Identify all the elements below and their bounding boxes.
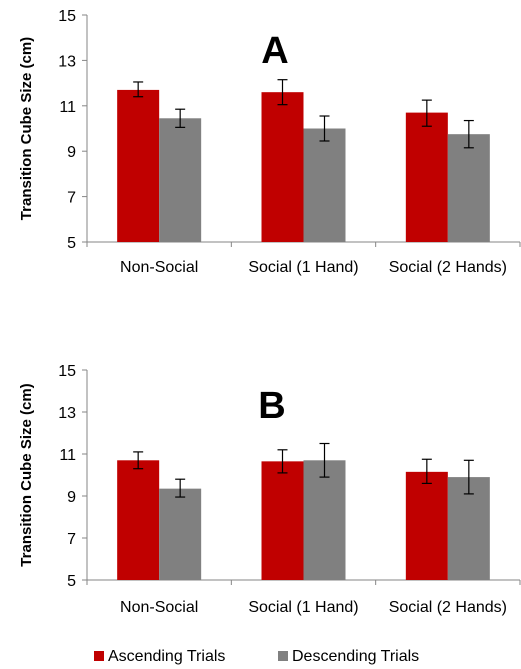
y-tick-label: 13 bbox=[58, 405, 76, 422]
legend: Ascending Trials Descending Trials bbox=[94, 648, 419, 665]
x-tick-label: Non-Social bbox=[120, 599, 198, 616]
bar bbox=[261, 461, 304, 580]
y-tick-label: 13 bbox=[58, 53, 76, 70]
legend-swatch-ascending bbox=[94, 651, 104, 661]
panel-b: 5 7 9 11 13 15 Non-Social Social (1 Hand) Social… bbox=[18, 363, 521, 616]
y-tick-label: 5 bbox=[67, 235, 76, 252]
y-tick-label: 9 bbox=[67, 144, 76, 161]
x-tick-label: Non-Social bbox=[120, 259, 198, 276]
bar bbox=[159, 488, 202, 580]
bar bbox=[303, 128, 346, 242]
bar bbox=[303, 460, 346, 580]
y-tick-label: 9 bbox=[67, 489, 76, 506]
x-tick-label: Social (2 Hands) bbox=[389, 259, 507, 276]
y-tick-label: 11 bbox=[59, 447, 76, 464]
bar bbox=[405, 112, 448, 242]
legend-swatch-descending bbox=[278, 651, 288, 661]
legend-label-ascending: Ascending Trials bbox=[108, 648, 225, 665]
panel-label: B bbox=[258, 385, 285, 427]
y-tick-label: 11 bbox=[59, 99, 76, 116]
legend-label-descending: Descending Trials bbox=[292, 648, 419, 665]
bar bbox=[117, 460, 160, 580]
panel-label: A bbox=[261, 30, 288, 72]
x-tick-label: Social (1 Hand) bbox=[248, 599, 358, 616]
y-tick-label: 7 bbox=[67, 190, 76, 207]
bar bbox=[447, 134, 490, 242]
x-tick-label: Social (2 Hands) bbox=[389, 599, 507, 616]
bar bbox=[261, 92, 304, 243]
bar bbox=[405, 471, 448, 580]
y-axis-title: Transition Cube Size (cm) bbox=[18, 383, 35, 566]
x-tick-label: Social (1 Hand) bbox=[248, 259, 358, 276]
y-tick-label: 5 bbox=[67, 573, 76, 590]
bar bbox=[159, 118, 202, 242]
y-tick-label: 15 bbox=[58, 8, 76, 25]
y-axis-title: Transition Cube Size (cm) bbox=[18, 37, 35, 220]
bar bbox=[117, 89, 160, 242]
y-tick-label: 15 bbox=[58, 363, 76, 380]
y-tick-label: 7 bbox=[67, 531, 76, 548]
panel-a: 5 7 9 11 13 15 Non-Social Social (1 Hand) Social… bbox=[18, 8, 521, 276]
